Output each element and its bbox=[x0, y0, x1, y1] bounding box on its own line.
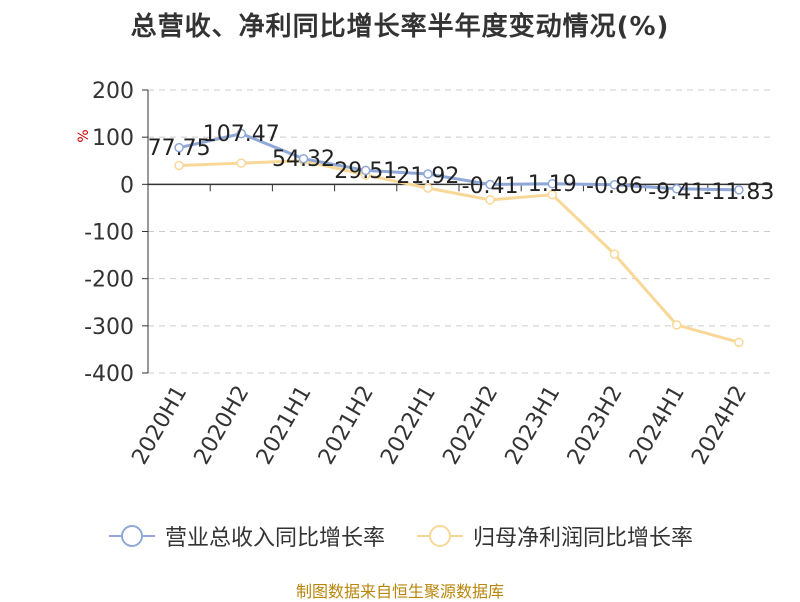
data-point bbox=[547, 179, 558, 189]
y-tick-label: 100 bbox=[92, 126, 134, 151]
data-point bbox=[236, 128, 247, 139]
data-point bbox=[609, 179, 620, 190]
y-tick-label: -200 bbox=[84, 268, 134, 293]
data-label: -9.41 bbox=[648, 180, 705, 205]
x-tick-label: 2020H2 bbox=[190, 382, 255, 469]
data-point bbox=[485, 179, 495, 190]
source-note: 制图数据来自恒生聚源数据库 bbox=[295, 582, 504, 601]
data-point bbox=[423, 183, 433, 193]
data-point bbox=[236, 158, 247, 168]
legend: 营业总收入同比增长率 归母净利润同比增长率 bbox=[0, 520, 800, 552]
series-line bbox=[178, 132, 739, 192]
data-point bbox=[547, 189, 558, 200]
y-tick-label: -300 bbox=[84, 315, 134, 340]
data-label: 21.92 bbox=[396, 164, 459, 189]
data-point bbox=[485, 195, 495, 205]
y-tick-label: -100 bbox=[84, 221, 134, 246]
data-point bbox=[298, 153, 309, 164]
legend-marker-net-profit bbox=[417, 525, 463, 547]
legend-label-net-profit: 归母净利润同比增长率 bbox=[473, 526, 694, 551]
data-point bbox=[609, 249, 620, 259]
y-axis-unit-label: % bbox=[76, 129, 92, 142]
data-point bbox=[671, 320, 682, 330]
data-label: 107.47 bbox=[203, 122, 280, 147]
legend-item-revenue[interactable]: 营业总收入同比增长率 bbox=[107, 520, 385, 552]
data-label: 29.51 bbox=[334, 159, 397, 184]
legend-marker-revenue bbox=[108, 525, 155, 547]
x-tick-label: 2024H1 bbox=[625, 382, 690, 469]
x-tick-label: 2023H1 bbox=[501, 382, 566, 469]
y-tick-label: -400 bbox=[84, 362, 134, 387]
x-tick-label: 2023H2 bbox=[563, 382, 628, 469]
data-label: 54.32 bbox=[272, 147, 335, 172]
y-tick-label: 200 bbox=[92, 79, 134, 104]
series-line bbox=[179, 159, 740, 344]
x-tick-label: 2024H2 bbox=[687, 382, 752, 469]
x-tick-label: 2021H2 bbox=[314, 382, 379, 469]
x-tick-label: 2022H2 bbox=[438, 381, 503, 468]
data-label: 1.19 bbox=[528, 172, 577, 197]
data-label: -0.41 bbox=[462, 174, 519, 199]
chart-title: 总营收、净利同比增长率半年度变动情况(%) bbox=[130, 12, 670, 42]
data-point bbox=[671, 184, 682, 194]
legend-label-revenue: 营业总收入同比增长率 bbox=[164, 526, 385, 551]
legend-item-net-profit[interactable]: 归母净利润同比增长率 bbox=[415, 520, 693, 552]
data-point bbox=[174, 160, 184, 171]
data-point bbox=[734, 185, 744, 195]
data-point bbox=[734, 337, 744, 348]
data-point bbox=[360, 165, 371, 176]
data-point bbox=[174, 142, 184, 153]
data-label: 77.75 bbox=[148, 136, 211, 161]
x-tick-label: 2021H1 bbox=[252, 382, 317, 469]
data-point bbox=[423, 169, 433, 179]
series-layer bbox=[174, 128, 744, 348]
x-tick-label: 2020H1 bbox=[127, 382, 192, 469]
x-tick-label: 2022H1 bbox=[376, 382, 441, 469]
data-label: -0.86 bbox=[586, 174, 643, 199]
data-label: -11.83 bbox=[703, 180, 774, 205]
y-tick-label: 0 bbox=[120, 173, 134, 198]
